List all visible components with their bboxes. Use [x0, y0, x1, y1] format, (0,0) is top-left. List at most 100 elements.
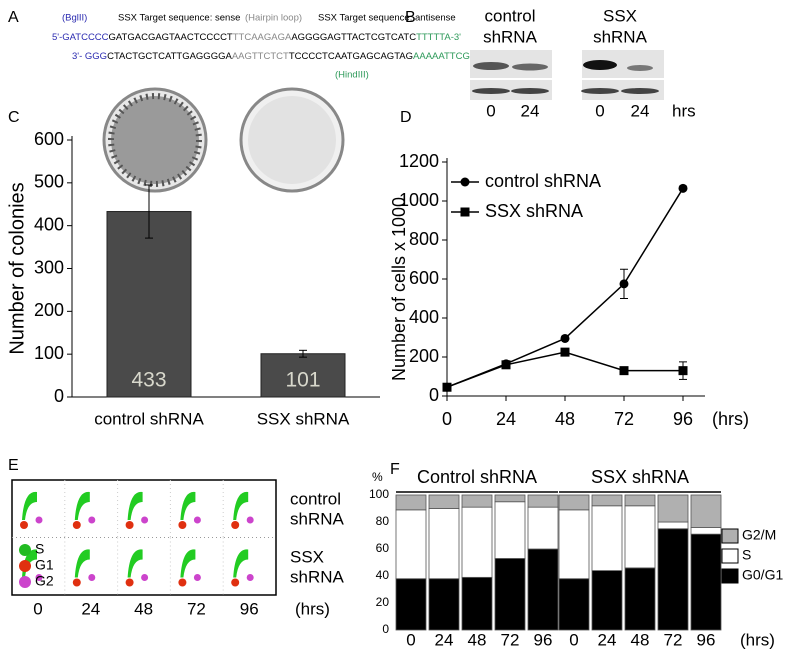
flow-s	[180, 549, 196, 578]
flow-g1	[125, 521, 134, 529]
seq-part: AAGTTCTCT	[232, 51, 289, 62]
marker	[560, 347, 570, 357]
legend-swatch	[721, 568, 739, 584]
x-tick-label: 72	[664, 630, 683, 649]
y-tick-label: 1000	[399, 190, 439, 210]
y-tick-label: 300	[34, 257, 64, 277]
seq-header: SSX Target sequence: antisense	[318, 13, 456, 24]
seq-header: SSX Target sequence: sense	[118, 13, 240, 24]
bar-segment	[657, 528, 689, 631]
legend-label: G0/G1	[742, 567, 783, 583]
flow-s	[233, 491, 249, 520]
bar-segment	[624, 494, 656, 507]
legend-label: G1	[35, 557, 54, 573]
bar-segment	[428, 578, 460, 631]
time-label: 24	[81, 599, 100, 618]
sequence-line: 5'-GATCCCCGATGACGAGTAACTCCCCTTTCAAGAGAAG…	[52, 32, 461, 43]
flow-s	[74, 491, 90, 520]
y-tick-label: 200	[34, 300, 64, 320]
group-label: SSX shRNA	[591, 467, 689, 487]
western-blot	[470, 50, 664, 100]
legend-swatch	[721, 548, 739, 564]
bar-segment	[494, 494, 526, 503]
x-tick-label: 0	[406, 630, 415, 649]
panel-label: C	[8, 109, 20, 126]
blot-label: shRNA	[483, 27, 538, 46]
seq-part: TTTTTA-3'	[416, 32, 461, 43]
y-tick-label: 200	[409, 346, 439, 366]
bar-segment	[395, 509, 427, 580]
y-tick-label: 100	[34, 343, 64, 363]
value-label: 433	[131, 369, 166, 392]
unit-label: hrs	[672, 101, 696, 120]
blot-label: shRNA	[593, 27, 648, 46]
marker	[442, 382, 452, 392]
y-tick-label: 0	[54, 386, 64, 406]
row-label: control	[290, 489, 341, 508]
y-tick-label: 60	[376, 541, 390, 555]
site-label: (HindIII)	[335, 70, 369, 81]
seq-part: TTCAAGAGA	[233, 32, 292, 43]
lane-label: 0	[486, 101, 495, 120]
legend-marker	[460, 207, 470, 217]
x-unit-label: (hrs)	[712, 409, 749, 429]
x-tick-label: control shRNA	[94, 409, 204, 428]
marker	[501, 360, 511, 370]
seq-part: CTACTGCTCATTGAGGGGA	[107, 51, 232, 62]
bar-segment	[624, 505, 656, 569]
flow-g1	[178, 578, 187, 587]
flow-g2	[141, 516, 149, 524]
row-label: shRNA	[290, 509, 345, 528]
flow-g2	[88, 516, 96, 524]
y-axis-label: Number of colonies	[6, 182, 28, 354]
marker	[560, 333, 570, 343]
flow-s	[74, 549, 90, 578]
flow-g1	[125, 578, 134, 587]
x-tick-label: 24	[496, 409, 516, 429]
bar-segment	[461, 506, 493, 578]
x-tick-label: 72	[501, 630, 520, 649]
group-label: Control shRNA	[417, 467, 537, 487]
bar-segment	[591, 494, 623, 507]
flow-g2	[246, 574, 254, 581]
seq-part: AGGGGAGTTACTCGTCATC	[291, 32, 416, 43]
marker	[678, 366, 688, 376]
flow-s	[233, 549, 249, 578]
y-tick-label: 0	[382, 622, 389, 636]
legend-label: G2/M	[742, 527, 776, 543]
bar	[260, 353, 346, 398]
y-axis-label: %	[372, 470, 383, 484]
bar-segment	[558, 494, 590, 511]
x-tick-label: 72	[614, 409, 634, 429]
bar-segment	[657, 521, 689, 530]
x-tick-label: 48	[555, 409, 575, 429]
flow-g2	[141, 574, 149, 581]
legend-label: S	[742, 547, 751, 563]
flow-s	[127, 549, 143, 578]
bar-segment	[558, 509, 590, 580]
panel-label: F	[390, 461, 400, 478]
site-label: (BglII)	[62, 13, 87, 24]
bar-segment	[494, 558, 526, 631]
seq-part: 3'- GGG	[72, 51, 107, 62]
blot-label: SSX	[603, 6, 637, 25]
blot-label: control	[484, 6, 535, 25]
flow-g1	[231, 521, 240, 529]
bar-segment	[527, 506, 559, 550]
bar	[106, 211, 192, 398]
x-tick-label: SSX shRNA	[257, 409, 350, 428]
lane-label: 0	[595, 101, 604, 120]
flow-g2	[193, 516, 201, 524]
x-tick-label: 96	[534, 630, 553, 649]
y-axis-label: Number of cells x 1000	[389, 197, 409, 381]
bar-segment	[395, 494, 427, 511]
flow-g1	[178, 521, 187, 529]
y-tick-label: 80	[376, 514, 390, 528]
bar-segment	[461, 576, 493, 631]
marker	[678, 183, 688, 193]
flow-g2	[246, 516, 254, 524]
x-tick-label: 96	[697, 630, 716, 649]
y-tick-label: 800	[409, 229, 439, 249]
bar-segment	[395, 578, 427, 631]
